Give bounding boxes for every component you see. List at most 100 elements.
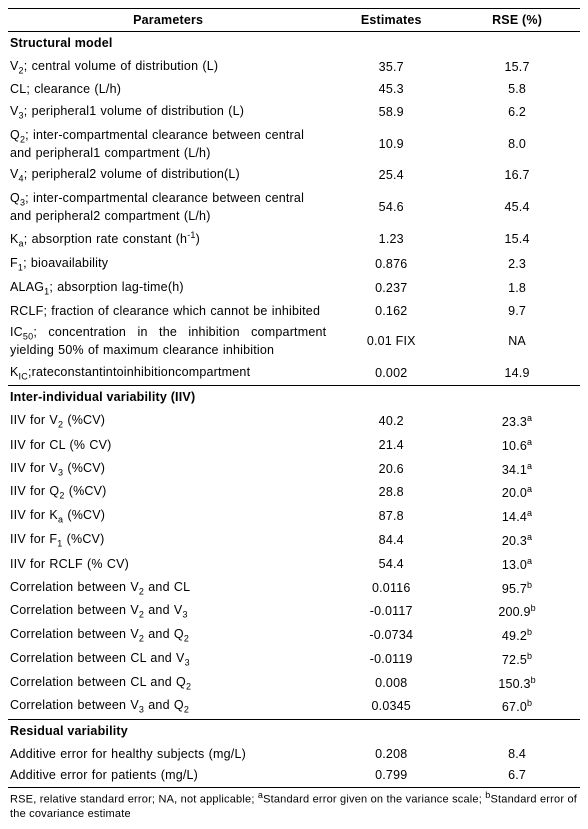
table-row: V2; central volume of distribution (L)35… [8,56,580,80]
rse-cell: 34.1a [454,458,580,482]
table-row: F1; bioavailability0.8762.3 [8,253,580,277]
rse-cell: 45.4 [454,188,580,227]
estimate-cell: 0.208 [328,744,454,766]
rse-cell: 49.2b [454,624,580,648]
rse-cell: 20.3a [454,529,580,553]
parameter-cell: RCLF; fraction of clearance which cannot… [8,301,328,323]
estimate-cell: 0.876 [328,253,454,277]
rse-cell: 72.5b [454,648,580,672]
table-row: Correlation between CL and V3-0.011972.5… [8,648,580,672]
table-row: IIV for F1 (%CV)84.420.3a [8,529,580,553]
estimate-cell: 0.002 [328,362,454,386]
estimate-cell: 0.01 FIX [328,322,454,361]
rse-cell: 6.2 [454,101,580,125]
parameter-cell: Additive error for patients (mg/L) [8,765,328,787]
estimate-cell: 1.23 [328,227,454,253]
parameter-cell: Correlation between CL and V3 [8,648,328,672]
rse-cell: 20.0a [454,481,580,505]
estimate-cell: -0.0119 [328,648,454,672]
rse-cell: 5.8 [454,79,580,101]
rse-cell: 15.7 [454,56,580,80]
parameter-cell: IIV for RCLF (% CV) [8,553,328,577]
estimate-cell: 35.7 [328,56,454,80]
parameter-cell: Additive error for healthy subjects (mg/… [8,744,328,766]
parameter-cell: IIV for F1 (%CV) [8,529,328,553]
table-row: Q2; inter-compartmental clearance betwee… [8,125,580,164]
table-row: V3; peripheral1 volume of distribution (… [8,101,580,125]
table-row: IIV for RCLF (% CV)54.413.0a [8,553,580,577]
parameter-cell: Correlation between CL and Q2 [8,672,328,696]
rse-cell: 6.7 [454,765,580,787]
table-row: Q3; inter-compartmental clearance betwee… [8,188,580,227]
estimate-cell: -0.0117 [328,600,454,624]
rse-cell: 14.9 [454,362,580,386]
table-row: Correlation between V2 and V3-0.0117200.… [8,600,580,624]
estimate-cell: 20.6 [328,458,454,482]
estimate-cell: 40.2 [328,410,454,434]
rse-cell: 15.4 [454,227,580,253]
section-header: Residual variability [8,720,580,744]
table-row: Additive error for patients (mg/L)0.7996… [8,765,580,787]
estimate-cell: 0.008 [328,672,454,696]
section-header: Structural model [8,32,580,56]
parameter-cell: IIV for V2 (%CV) [8,410,328,434]
table-row: Correlation between V2 and Q2-0.073449.2… [8,624,580,648]
table-row: IIV for V2 (%CV)40.223.3a [8,410,580,434]
table-row: IIV for CL (% CV)21.410.6a [8,434,580,458]
parameter-cell: Correlation between V2 and CL [8,577,328,601]
estimate-cell: 0.237 [328,277,454,301]
table-row: KIC;rateconstantintoinhibitioncompartmen… [8,362,580,386]
parameter-cell: Correlation between V2 and V3 [8,600,328,624]
table-row: V4; peripheral2 volume of distribution(L… [8,164,580,188]
rse-cell: 9.7 [454,301,580,323]
rse-cell: 1.8 [454,277,580,301]
rse-cell: 95.7b [454,577,580,601]
rse-cell: 8.4 [454,744,580,766]
parameter-cell: V2; central volume of distribution (L) [8,56,328,80]
estimate-cell: 0.799 [328,765,454,787]
table-row: IIV for Q2 (%CV)28.820.0a [8,481,580,505]
estimate-cell: 87.8 [328,505,454,529]
table-row: CL; clearance (L/h)45.35.8 [8,79,580,101]
rse-cell: 67.0b [454,695,580,719]
estimate-cell: 21.4 [328,434,454,458]
estimate-cell: 25.4 [328,164,454,188]
parameter-cell: Q2; inter-compartmental clearance betwee… [8,125,328,164]
estimate-cell: 28.8 [328,481,454,505]
rse-cell: 14.4a [454,505,580,529]
parameter-cell: Correlation between V2 and Q2 [8,624,328,648]
parameter-cell: Q3; inter-compartmental clearance betwee… [8,188,328,227]
header-parameters: Parameters [8,9,328,32]
section-header: Inter-individual variability (IIV) [8,386,580,410]
table-row: ALAG1; absorption lag-time(h)0.2371.8 [8,277,580,301]
parameter-cell: CL; clearance (L/h) [8,79,328,101]
parameter-cell: Correlation between V3 and Q2 [8,695,328,719]
table-footnote: RSE, relative standard error; NA, not ap… [8,788,580,821]
parameter-cell: V3; peripheral1 volume of distribution (… [8,101,328,125]
parameter-cell: IC50; concentration in the inhibition co… [8,322,328,361]
estimate-cell: 0.162 [328,301,454,323]
table-row: IC50; concentration in the inhibition co… [8,322,580,361]
table-row: Correlation between V3 and Q20.034567.0b [8,695,580,719]
estimate-cell: 0.0345 [328,695,454,719]
estimate-cell: -0.0734 [328,624,454,648]
rse-cell: 2.3 [454,253,580,277]
rse-cell: 10.6a [454,434,580,458]
table-row: IIV for Ka (%CV)87.814.4a [8,505,580,529]
parameter-cell: IIV for V3 (%CV) [8,458,328,482]
parameter-cell: KIC;rateconstantintoinhibitioncompartmen… [8,362,328,386]
estimate-cell: 45.3 [328,79,454,101]
estimate-cell: 54.6 [328,188,454,227]
rse-cell: 150.3b [454,672,580,696]
table-row: RCLF; fraction of clearance which cannot… [8,301,580,323]
table-row: Correlation between CL and Q20.008150.3b [8,672,580,696]
rse-cell: 8.0 [454,125,580,164]
parameter-cell: Ka; absorption rate constant (h-1) [8,227,328,253]
table-row: Ka; absorption rate constant (h-1)1.2315… [8,227,580,253]
rse-cell: 16.7 [454,164,580,188]
pk-parameters-table: Parameters Estimates RSE (%) Structural … [8,8,580,788]
parameter-cell: IIV for Q2 (%CV) [8,481,328,505]
estimate-cell: 10.9 [328,125,454,164]
estimate-cell: 54.4 [328,553,454,577]
estimate-cell: 58.9 [328,101,454,125]
